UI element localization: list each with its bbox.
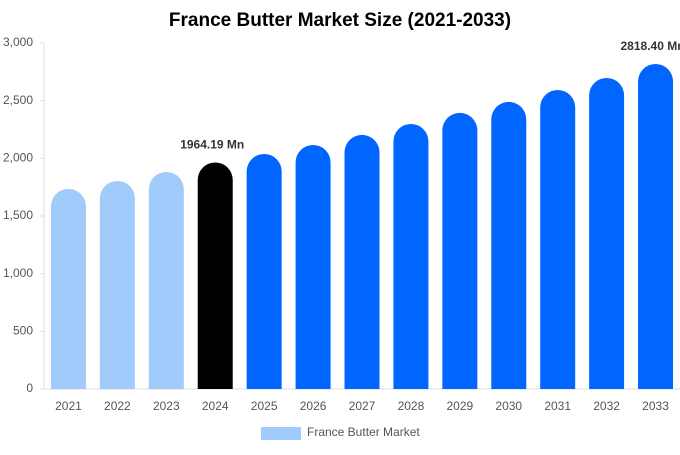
bar <box>246 153 282 389</box>
legend-swatch <box>261 427 301 440</box>
bar <box>344 134 380 389</box>
x-tick-label: 2026 <box>300 399 327 413</box>
value-label: 1964.19 Mn <box>180 138 244 152</box>
bar <box>197 162 233 389</box>
bar <box>393 123 429 390</box>
x-tick-label: 2029 <box>446 399 473 413</box>
x-tick-label: 2027 <box>349 399 376 413</box>
y-tick-label: 1,000 <box>3 266 33 280</box>
x-tick-label: 2028 <box>398 399 425 413</box>
y-tick-label: 500 <box>13 324 33 338</box>
bar <box>442 112 478 390</box>
x-tick-label: 2022 <box>104 399 131 413</box>
x-tick-label: 2021 <box>55 399 82 413</box>
y-tick-label: 2,500 <box>3 93 33 107</box>
x-tick-label: 2031 <box>544 399 571 413</box>
chart-title: France Butter Market Size (2021-2033) <box>169 10 511 31</box>
y-tick-label: 2,000 <box>3 151 33 165</box>
legend-label: France Butter Market <box>307 425 420 439</box>
x-tick-label: 2033 <box>642 399 669 413</box>
x-tick-label: 2032 <box>593 399 620 413</box>
x-tick-label: 2030 <box>495 399 522 413</box>
bar <box>638 63 674 389</box>
bar <box>99 180 135 389</box>
bar <box>295 144 331 389</box>
x-tick-label: 2024 <box>202 399 229 413</box>
bar <box>491 101 527 389</box>
y-tick-label: 0 <box>26 381 33 395</box>
x-tick-label: 2023 <box>153 399 180 413</box>
value-label: 2818.40 Mn <box>621 39 680 53</box>
y-tick-label: 3,000 <box>3 35 33 49</box>
bar <box>50 188 86 389</box>
x-tick-label: 2025 <box>251 399 278 413</box>
bar <box>148 171 184 389</box>
bar <box>589 77 625 390</box>
y-tick-label: 1,500 <box>3 208 33 222</box>
bar <box>540 89 576 389</box>
